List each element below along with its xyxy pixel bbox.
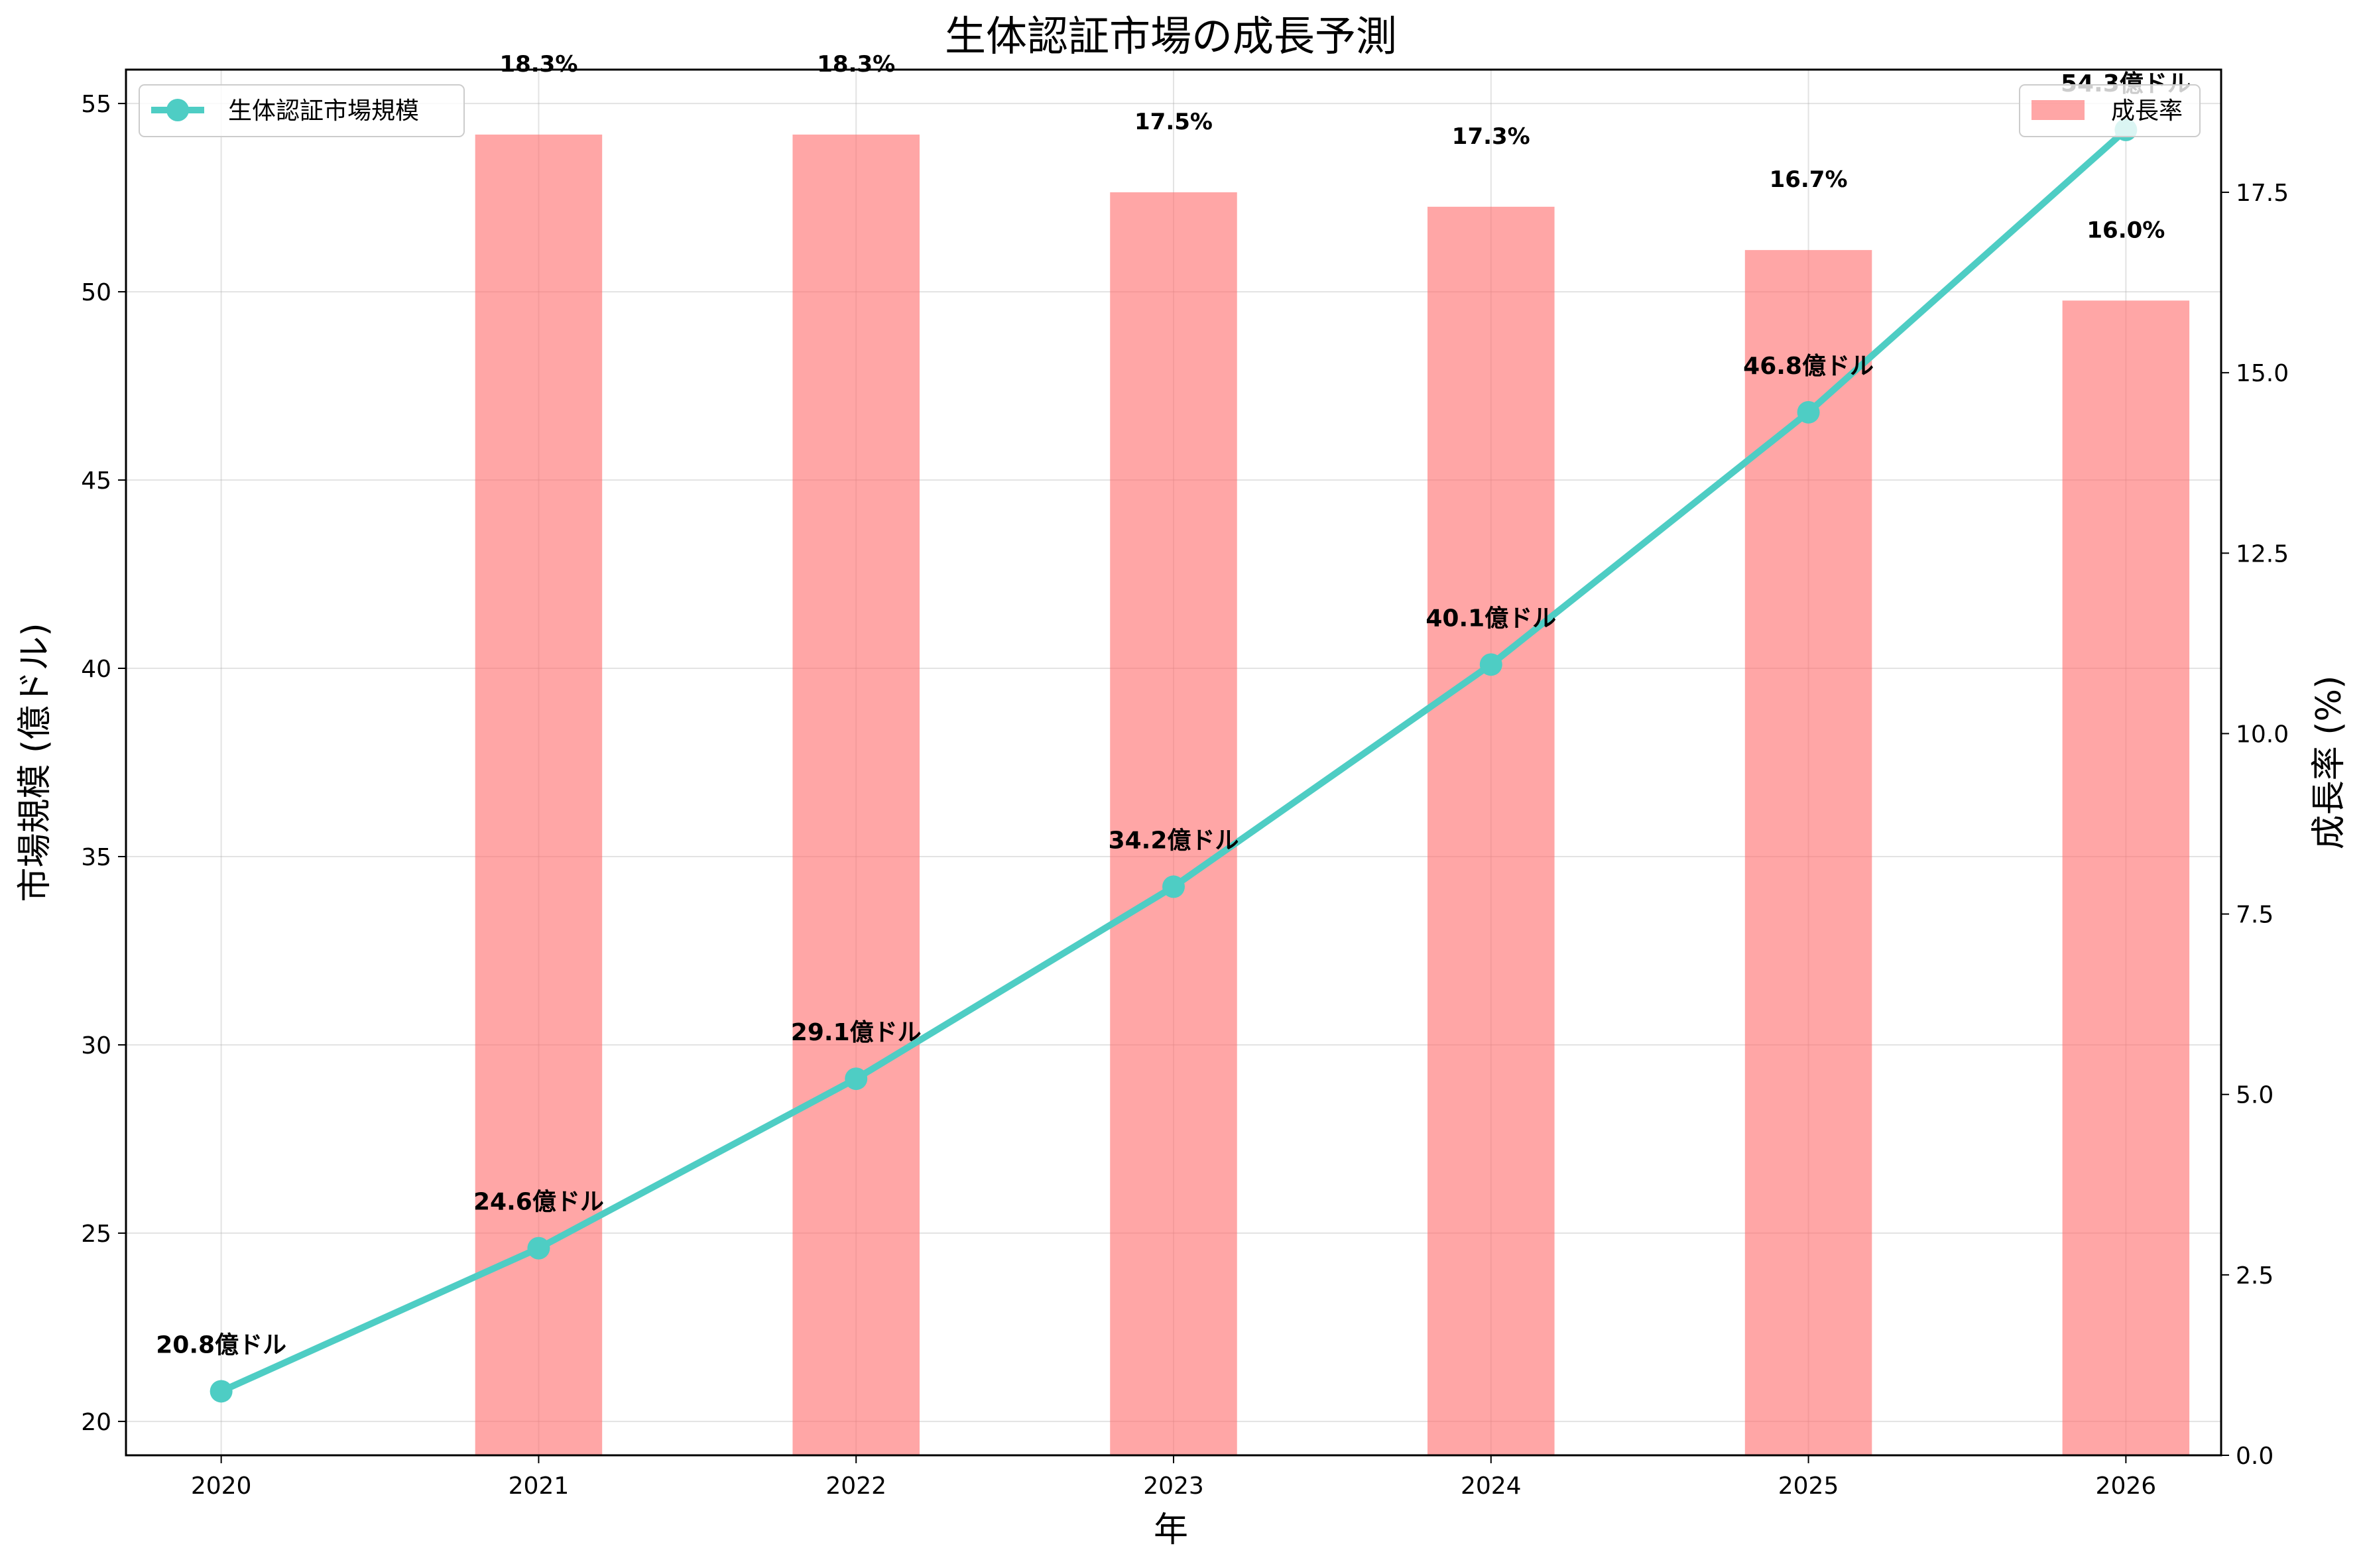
bar-labels: 18.3% 18.3% 17.5% 17.3% 16.7% 16.0% [499,51,2165,243]
x-tick-label: 2025 [1778,1473,1839,1500]
market-size-point-label: 40.1億ドル [1425,605,1556,632]
x-tick-label: 2024 [1461,1473,1522,1500]
y-tick-label-left: 35 [81,844,111,871]
growth-rate-bar-label: 18.3% [499,51,577,78]
y-tick-label-right: 2.5 [2236,1262,2274,1290]
growth-rate-bar-label: 18.3% [817,51,895,78]
growth-rate-bar-label: 17.3% [1452,123,1530,150]
market-size-point [1797,400,1820,424]
growth-rate-bar [2062,300,2190,1455]
market-size-point-label: 34.2億ドル [1109,827,1239,854]
x-tick-label: 2023 [1143,1473,1204,1500]
x-tick-label: 2026 [2096,1473,2157,1500]
y-tick-label-left: 25 [81,1221,111,1248]
market-size-point [210,1380,233,1403]
legend-bar-frame [2019,84,2201,137]
growth-rate-bar-label: 16.7% [1770,166,1848,193]
y-tick-label-left: 20 [81,1409,111,1436]
x-tick-label: 2021 [509,1473,570,1500]
market-size-point [1479,653,1502,676]
legend-bar-series: 成長率 [2019,84,2201,137]
y-tick-label-right: 5.0 [2236,1082,2274,1109]
axes: 2020 2021 2022 2023 2024 2025 2026202530354045… [81,68,2289,1500]
legend-line-marker [166,99,189,121]
growth-rate-bar-label: 16.0% [2087,217,2165,243]
growth-rate-bar [475,134,603,1455]
legend-line-label: 生体認証市場規模 [228,97,419,125]
y-tick-label-right: 12.5 [2236,540,2289,568]
y-tick-label-right: 0.0 [2236,1443,2274,1470]
y-tick-label-left: 40 [81,656,111,683]
legend-bar-swatch [2031,100,2085,120]
growth-rate-bar [792,134,920,1455]
y-tick-label-left: 45 [81,467,111,495]
legend-line-frame [139,84,465,137]
bars [475,134,2190,1456]
market-size-point [527,1236,550,1260]
growth-rate-bar-label: 17.5% [1134,109,1213,135]
y-tick-label-right: 10.0 [2236,721,2289,748]
growth-rate-bar [1110,192,1237,1455]
market-size-point [1162,875,1185,898]
legend-line-series: 生体認証市場規模 [139,84,465,137]
x-tick-label: 2020 [191,1473,252,1500]
x-tick-label: 2022 [825,1473,886,1500]
market-size-point [845,1067,868,1091]
market-size-point-label: 24.6億ドル [473,1189,604,1216]
market-size-point-label: 29.1億ドル [791,1019,922,1046]
y-tick-label-right: 7.5 [2236,902,2274,929]
y-tick-label-left: 50 [81,279,111,306]
chart-title: 生体認証市場の成長予測 [945,12,1397,60]
x-axis-label: 年 [1154,1510,1188,1550]
growth-rate-bar [1427,206,1555,1456]
growth-rate-bar [1744,250,1872,1456]
plot-frame [125,68,2222,1457]
y-tick-label-right: 17.5 [2236,180,2289,207]
y-tick-label-left: 55 [81,91,111,118]
y-tick-label-right: 15.0 [2236,360,2289,387]
y-axis-label-left: 市場規模 (億ドル) [15,623,55,902]
y-axis-label-right: 成長率 (%) [2309,676,2349,850]
legend-bar-label: 成長率 [2111,97,2183,125]
y-tick-label-left: 30 [81,1032,111,1059]
market-size-point-label: 46.8億ドル [1743,353,1874,380]
market-size-point-label: 20.8億ドル [156,1331,286,1358]
